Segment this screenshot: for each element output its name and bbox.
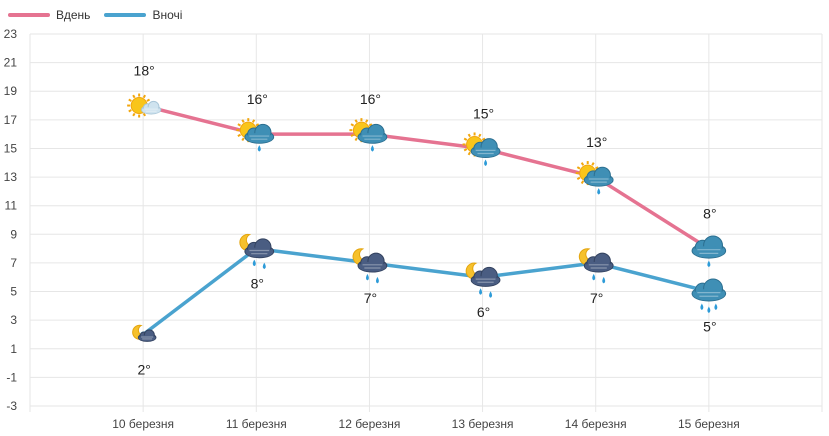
y-tick-label: 1: [10, 342, 17, 356]
data-label-night: 8°: [251, 276, 264, 292]
y-tick-label: 5: [10, 285, 17, 299]
y-tick-label: 3: [10, 313, 17, 327]
rain-drops: [370, 145, 374, 152]
moon-rain-cloud-icon: [578, 248, 614, 284]
legend: Вдень Вночі: [8, 8, 182, 22]
y-tick-label: 13: [4, 170, 18, 184]
legend-swatch-night: [104, 13, 147, 17]
y-tick-label: 15: [4, 141, 18, 155]
x-tick-label: 11 березня: [226, 417, 287, 431]
y-tick-label: 19: [4, 84, 18, 98]
moon-rain-cloud-icon: [352, 248, 388, 284]
data-label-day: 16°: [360, 91, 381, 107]
data-label-night: 2°: [137, 361, 150, 377]
y-tick-label: -3: [6, 399, 17, 413]
moon-cloud-icon: [132, 324, 157, 342]
data-label-night: 6°: [477, 304, 490, 320]
data-label-day: 16°: [247, 91, 268, 107]
y-tick-label: 21: [4, 56, 18, 70]
cloud-shape: [137, 329, 157, 342]
rain-drops: [257, 145, 261, 152]
cloud-shape: [357, 252, 388, 273]
data-label-night: 7°: [590, 290, 603, 306]
data-label-day: 18°: [134, 63, 155, 79]
cloud-shape: [691, 235, 727, 259]
y-tick-label: 17: [4, 113, 18, 127]
y-tick-label: -1: [6, 370, 17, 384]
rain-drops: [597, 188, 601, 195]
cloud-icon: [691, 235, 727, 268]
cloud-shape: [357, 123, 388, 144]
series-line-night: [142, 246, 710, 336]
cloud-shape: [583, 252, 614, 273]
sun-rain-cloud-icon: [349, 118, 388, 152]
cloud-shape: [470, 266, 501, 287]
rain-drops: [479, 288, 493, 298]
data-label-day: 8°: [703, 206, 716, 222]
cloud-shape: [141, 100, 162, 115]
cloud-shape: [244, 238, 275, 259]
cloud-shape: [583, 166, 614, 187]
legend-swatch-day: [8, 13, 50, 17]
rain-drops: [592, 273, 606, 284]
data-label-day: 13°: [586, 134, 607, 150]
rain-drops: [484, 159, 488, 166]
rain-drops: [700, 303, 718, 314]
moon-rain-cloud-icon: [239, 233, 275, 270]
cloud-shape: [691, 278, 727, 302]
rain-drops: [365, 273, 379, 284]
x-tick-label: 14 березня: [565, 417, 627, 431]
data-label-night: 7°: [364, 290, 377, 306]
cloud-shape: [470, 138, 501, 159]
legend-item-day[interactable]: Вдень: [8, 8, 90, 22]
legend-item-night[interactable]: Вночі: [104, 8, 182, 22]
legend-label-night: Вночі: [152, 8, 183, 22]
rain-cloud-icon: [691, 278, 727, 314]
sun-rain-cloud-icon: [575, 161, 614, 195]
x-tick-label: 10 березня: [112, 417, 174, 431]
rain-drops: [252, 259, 266, 270]
x-tick-label: 15 березня: [678, 417, 740, 431]
x-tick-label: 13 березня: [452, 417, 514, 431]
y-tick-label: 9: [10, 227, 17, 241]
rain-drops: [707, 260, 711, 268]
y-tick-label: 7: [10, 256, 17, 270]
cloud-shape: [244, 123, 275, 144]
sun-rain-cloud-icon: [462, 132, 501, 166]
y-tick-label: 11: [5, 199, 18, 213]
sun-cloud-icon: [127, 93, 162, 118]
x-tick-label: 12 березня: [339, 417, 401, 431]
moon-rain-cloud-icon: [465, 262, 501, 298]
legend-label-day: Вдень: [56, 8, 91, 22]
data-label-night: 5°: [703, 319, 716, 335]
data-label-day: 15°: [473, 105, 494, 121]
sun-rain-cloud-icon: [236, 118, 275, 152]
y-tick-label: 23: [4, 27, 18, 41]
